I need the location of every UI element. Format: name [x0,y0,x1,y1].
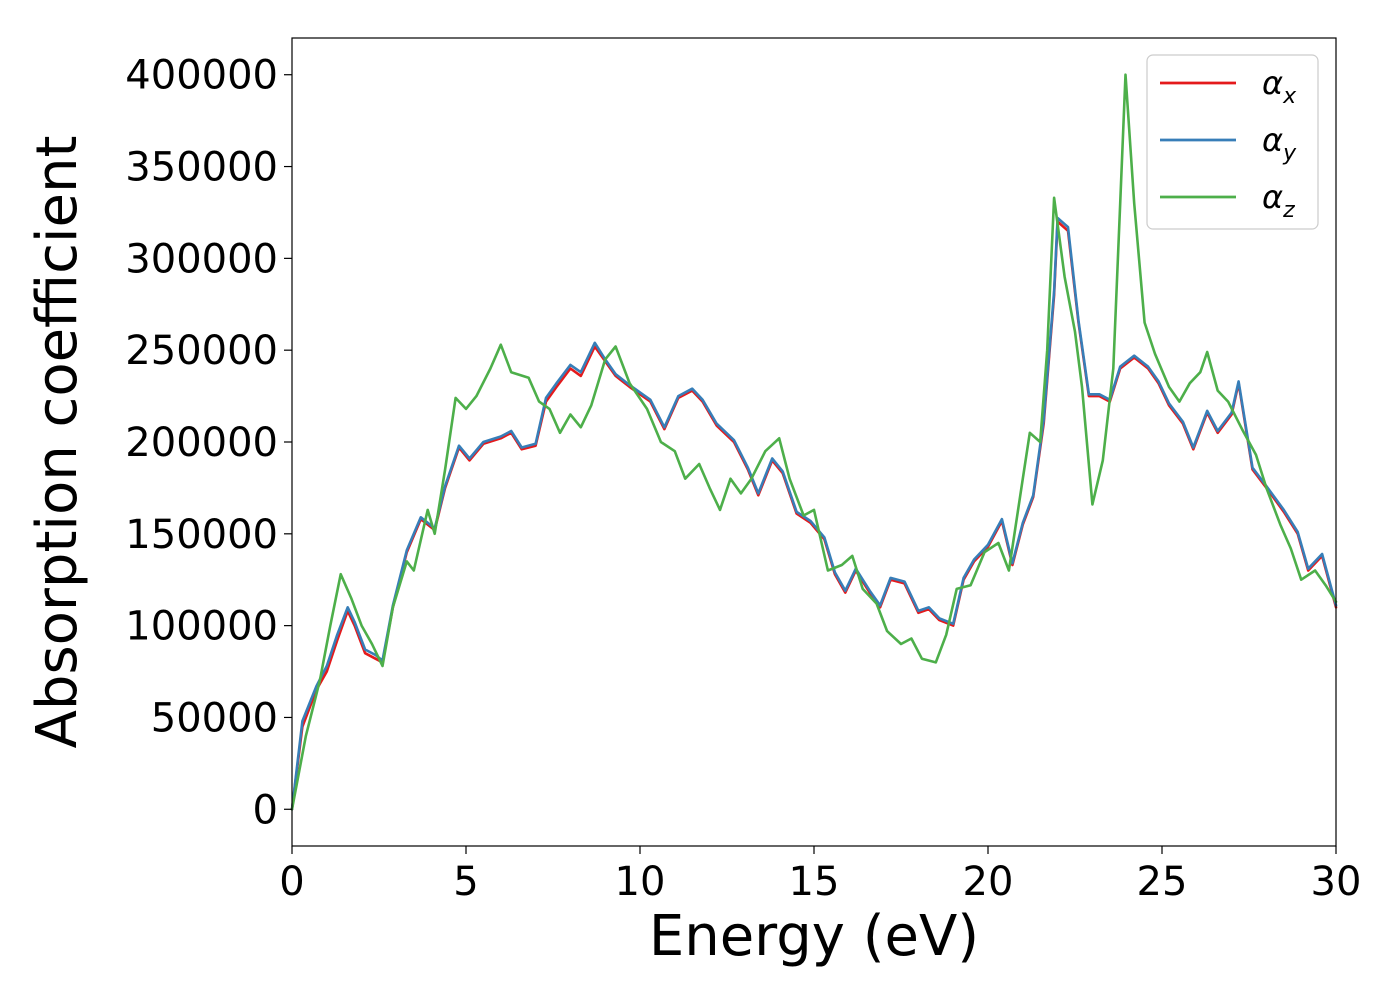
x-tick-label: 30 [1311,859,1362,905]
y-tick-label: 300000 [125,236,278,282]
x-axis-ticks: 0 5 10 15 20 25 30 [279,846,1361,905]
y-tick-label: 250000 [125,328,278,374]
x-tick-label: 0 [279,859,304,905]
series-line-z [290,73,1338,811]
y-tick-label: 350000 [125,145,278,191]
legend: αx αy αz [1146,54,1319,230]
y-tick-label: 0 [253,787,278,833]
x-tick-label: 20 [963,859,1014,905]
x-tick-label: 10 [615,859,666,905]
series-layer [290,73,1338,811]
legend-label-z: αz [1262,178,1295,223]
y-tick-label: 100000 [125,604,278,650]
x-axis-title: Energy (eV) [649,904,979,969]
y-tick-label: 150000 [125,512,278,558]
y-axis-title: Absorption coefficient [25,136,90,749]
y-tick-label: 200000 [125,420,278,466]
x-tick-label: 25 [1137,859,1188,905]
legend-label-x: αx [1262,64,1297,109]
y-tick-label: 50000 [151,695,278,741]
legend-box [1146,54,1319,230]
y-axis-ticks: 0 50000 100000 150000 200000 250000 300000 3500… [125,53,292,833]
x-tick-label: 15 [789,859,840,905]
x-tick-label: 5 [453,859,478,905]
series-line-y [290,216,1338,811]
y-tick-label: 400000 [125,53,278,99]
legend-label-y: αy [1262,121,1297,166]
